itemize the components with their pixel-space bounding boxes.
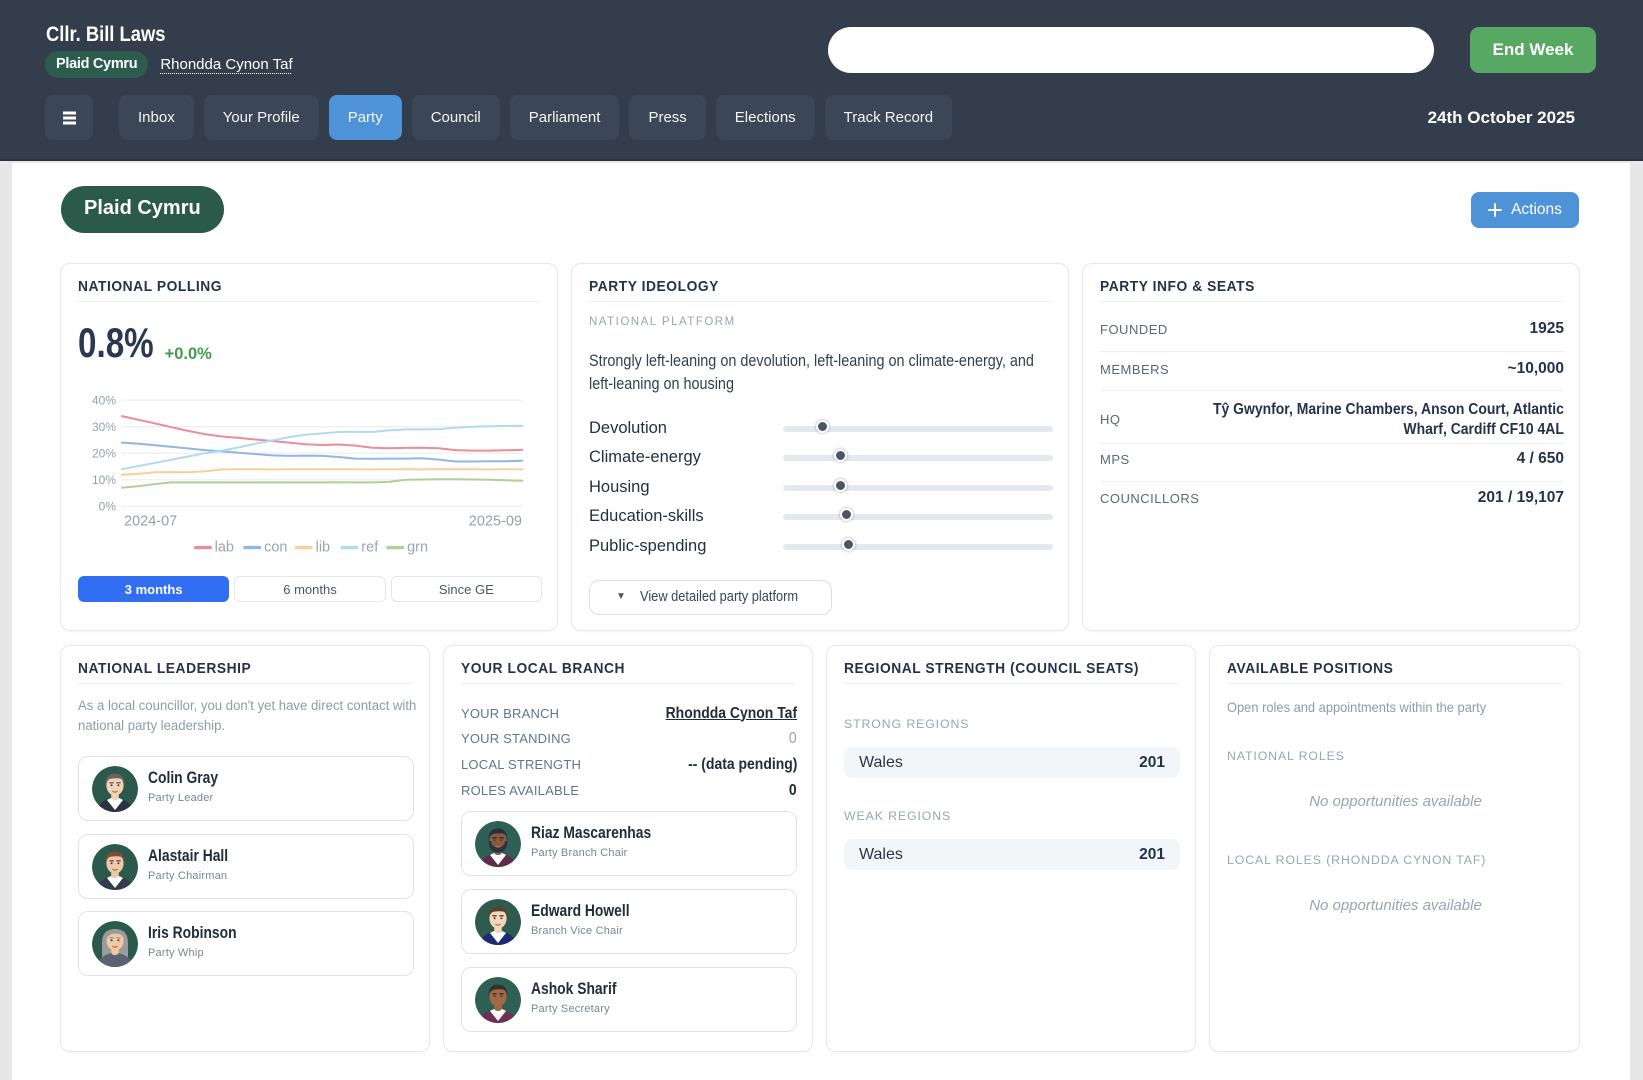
svg-text:20%: 20% <box>92 447 116 461</box>
svg-text:lib: lib <box>316 540 331 556</box>
svg-text:0%: 0% <box>99 500 117 514</box>
svg-text:ref: ref <box>361 540 379 556</box>
svg-text:con: con <box>264 540 287 556</box>
svg-text:2025-09: 2025-09 <box>469 514 522 530</box>
svg-text:2024-07: 2024-07 <box>124 514 177 530</box>
svg-text:10%: 10% <box>92 473 116 487</box>
svg-text:grn: grn <box>407 540 428 556</box>
svg-text:lab: lab <box>215 540 234 556</box>
svg-text:30%: 30% <box>92 420 116 434</box>
svg-text:40%: 40% <box>92 394 116 408</box>
